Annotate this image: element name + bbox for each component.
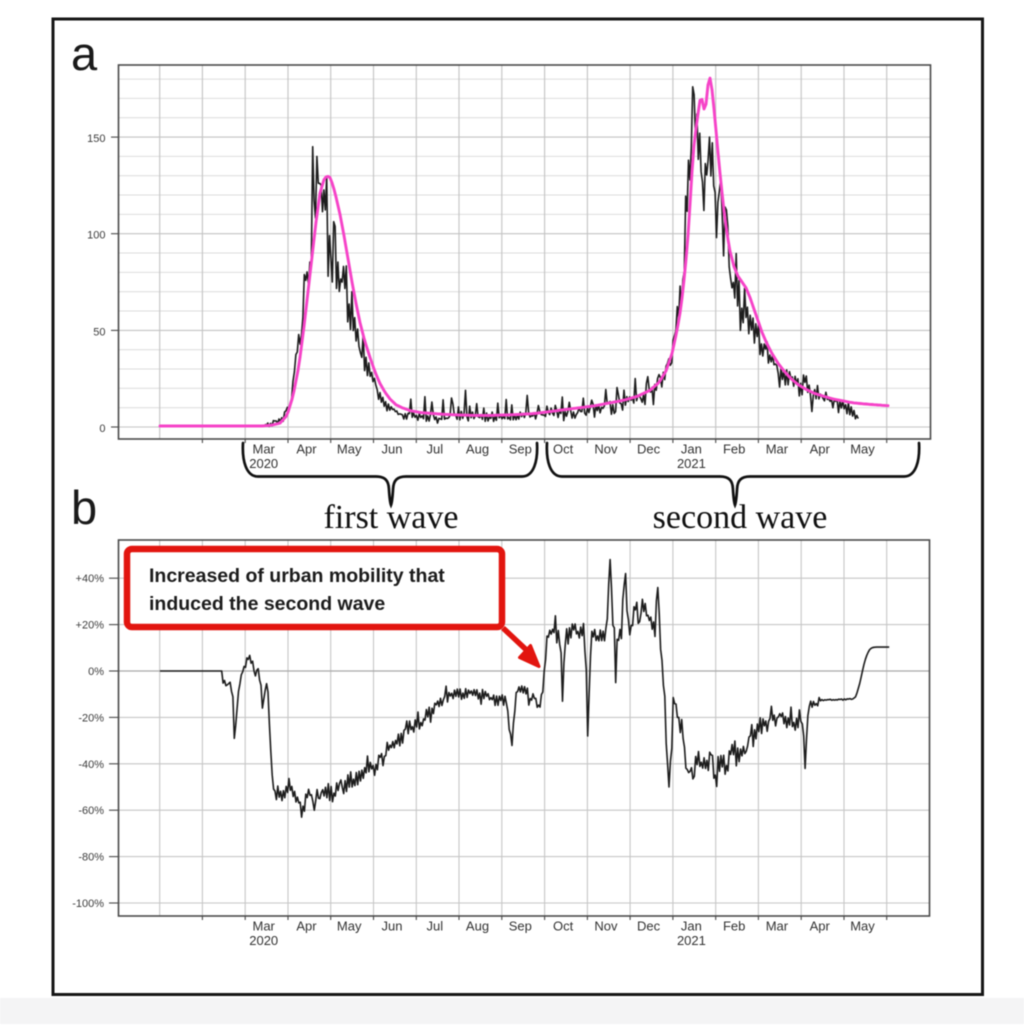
svg-text:2020: 2020 [249,933,278,948]
svg-text:-40%: -40% [78,759,104,771]
svg-text:50: 50 [93,326,105,338]
svg-text:May: May [850,442,875,457]
svg-text:Feb: Feb [723,442,745,457]
svg-text:-100%: -100% [72,898,104,910]
svg-text:150: 150 [87,133,105,145]
svg-text:May: May [850,919,875,934]
svg-text:+20%: +20% [76,620,105,632]
svg-text:a: a [71,27,98,80]
svg-text:Nov: Nov [594,442,618,457]
svg-text:0%: 0% [88,666,104,678]
svg-text:Sep: Sep [509,919,532,934]
svg-text:Mar: Mar [253,919,276,934]
svg-text:-80%: -80% [78,852,104,864]
svg-text:Jul: Jul [426,442,443,457]
svg-text:Aug: Aug [466,919,489,934]
svg-text:Apr: Apr [810,919,831,934]
svg-text:+40%: +40% [76,573,105,585]
svg-text:Jun: Jun [382,442,403,457]
svg-text:Mar: Mar [766,442,789,457]
svg-text:Jun: Jun [382,919,403,934]
svg-text:Jan: Jan [681,919,702,934]
svg-text:second wave: second wave [653,499,828,536]
svg-text:induced the second wave: induced the second wave [149,593,385,615]
svg-text:Mar: Mar [253,442,276,457]
svg-text:Sep: Sep [509,442,532,457]
svg-text:Apr: Apr [810,442,831,457]
svg-text:-20%: -20% [78,712,104,724]
svg-text:Aug: Aug [466,442,489,457]
svg-text:first wave: first wave [323,499,458,536]
svg-text:Mar: Mar [766,919,789,934]
svg-text:2020: 2020 [249,456,278,471]
svg-text:b: b [71,481,97,534]
svg-text:Oct: Oct [553,442,574,457]
svg-text:Oct: Oct [553,919,574,934]
svg-text:May: May [337,919,362,934]
svg-text:Apr: Apr [296,919,317,934]
svg-text:Nov: Nov [594,919,618,934]
svg-text:2021: 2021 [677,933,706,948]
svg-text:Dec: Dec [637,442,661,457]
svg-text:-60%: -60% [78,805,104,817]
svg-text:0: 0 [99,423,105,435]
svg-text:May: May [337,442,362,457]
svg-text:Jan: Jan [681,442,702,457]
svg-text:100: 100 [87,230,105,242]
svg-text:Increased of urban mobility th: Increased of urban mobility that [149,565,445,587]
svg-text:Dec: Dec [637,919,661,934]
svg-text:Feb: Feb [723,919,745,934]
svg-text:Jul: Jul [426,919,443,934]
svg-text:Apr: Apr [296,442,317,457]
svg-text:2021: 2021 [677,456,706,471]
